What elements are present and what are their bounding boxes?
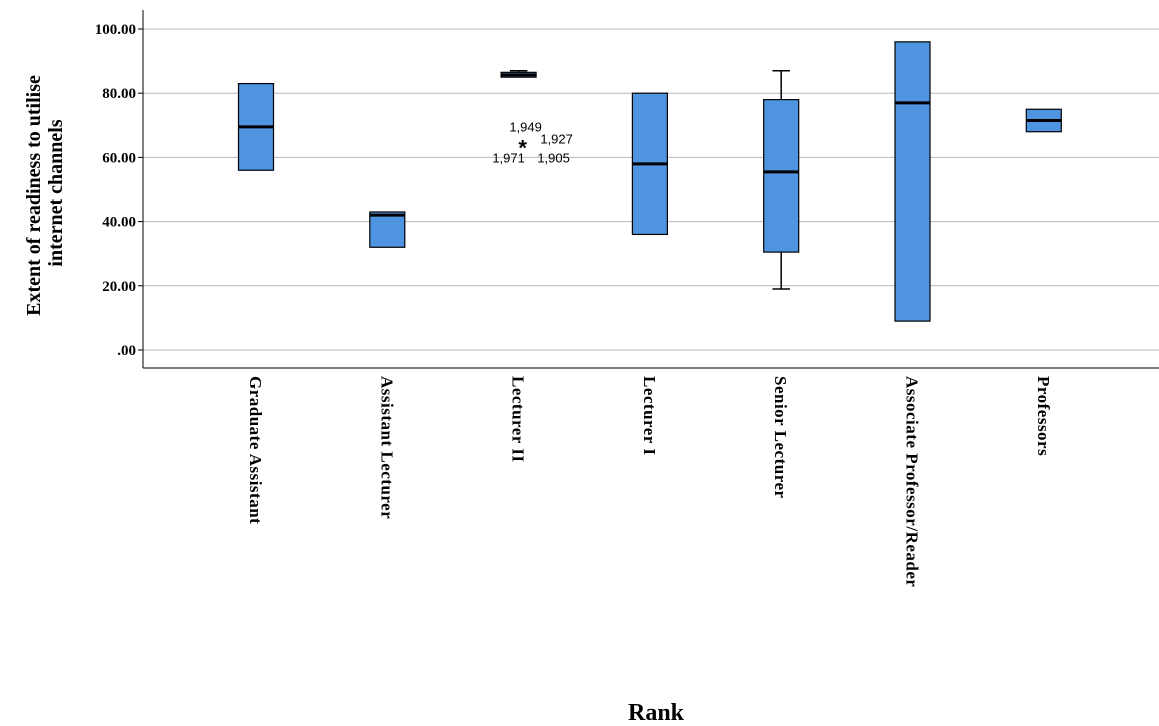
box-rect-4 [763, 99, 800, 253]
x-tick-label-1: Assistant Lecturer [377, 376, 396, 519]
box-4 [763, 69, 800, 290]
box-rect-5 [894, 41, 931, 322]
outlier-label-3: 1,905 [537, 151, 570, 166]
x-tick-label-4: Senior Lecturer [771, 376, 790, 499]
box-6 [1025, 108, 1062, 133]
outlier-marker-0: * [518, 136, 527, 161]
y-tick-label-4: 80.00 [102, 86, 136, 102]
boxes [237, 41, 1062, 322]
y-tick-label-3: 60.00 [102, 150, 136, 166]
y-tick-label-5: 100.00 [95, 22, 136, 38]
box-rect-1 [369, 211, 406, 248]
x-tick-label-0: Graduate Assistant [246, 376, 265, 524]
box-1 [369, 211, 406, 248]
y-axis-title: Extent of readiness to utilise internet … [23, 70, 67, 316]
y-axis-title-line-1: Extent of readiness to utilise [23, 75, 45, 316]
y-tick-label-0: .00 [117, 343, 136, 359]
box-0 [237, 82, 275, 171]
x-tick-label-2: Lecturer II [509, 376, 528, 463]
x-axis-category-labels: Graduate Assistant Assistant Lecturer Lect… [246, 376, 1053, 587]
x-axis-title: Rank [628, 700, 685, 726]
box-3 [631, 92, 669, 236]
axes [142, 10, 1159, 369]
y-tick-label-2: 40.00 [102, 215, 136, 231]
outlier-label-2: 1,971 [492, 151, 525, 166]
box-5 [894, 41, 931, 322]
y-tick-label-1: 20.00 [102, 279, 136, 295]
outlier-label-1: 1,927 [540, 132, 573, 147]
x-tick-label-6: Professors [1034, 376, 1053, 456]
box-2 [500, 69, 537, 78]
outlier-label-0: 1,949 [509, 120, 542, 135]
x-tick-label-3: Lecturer I [640, 376, 659, 455]
x-tick-label-5: Associate Professor/Reader [903, 376, 922, 587]
y-axis-ticks: .00 20.00 40.00 60.00 80.00 100.00 [95, 22, 143, 359]
y-axis-title-line-2: internet channels [45, 119, 67, 266]
